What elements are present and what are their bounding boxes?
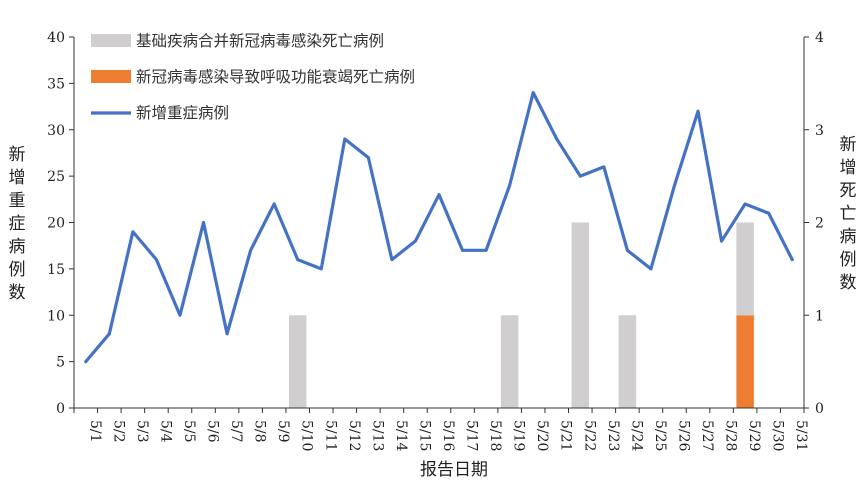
bar-layer	[288, 222, 754, 408]
line-point-5-7	[225, 332, 229, 336]
x-tick-label: 5/26	[675, 420, 691, 452]
line-point-5-24	[625, 248, 629, 252]
y-left-tick-label: 5	[56, 355, 65, 371]
line-point-5-26	[673, 184, 676, 187]
line-point-5-4	[155, 258, 158, 261]
line-point-5-28	[720, 239, 723, 243]
legend-label: 新增重症病例	[136, 104, 229, 122]
y-left-tick-label: 40	[47, 30, 65, 46]
y-left-tick-label: 30	[47, 123, 65, 139]
x-tick-label: 5/28	[723, 420, 739, 451]
line-point-5-11	[319, 267, 323, 271]
x-tick-label: 5/8	[252, 420, 268, 443]
line-point-5-19	[508, 184, 512, 187]
y-left-tick-label: 35	[47, 76, 65, 92]
line-point-5-6	[202, 221, 205, 224]
line-point-5-15	[414, 239, 417, 243]
x-tick-label: 5/20	[534, 420, 550, 451]
y-right-tick-label: 0	[815, 401, 824, 417]
y-left-tick-label: 10	[47, 308, 65, 324]
line-point-5-17	[461, 248, 464, 252]
x-tick-label: 5/17	[464, 420, 480, 451]
x-tick-label: 5/18	[487, 420, 503, 451]
line-point-5-5	[178, 313, 182, 317]
line-point-5-13	[366, 156, 370, 159]
x-tick-label: 5/19	[511, 420, 527, 451]
x-tick-label: 5/29	[746, 420, 762, 451]
bar-5-19-s0	[500, 315, 519, 408]
line-point-5-25	[649, 267, 653, 271]
line-point-5-10	[296, 258, 300, 261]
x-tick-label: 5/7	[228, 420, 244, 443]
line-point-5-16	[437, 193, 441, 197]
x-tick-label: 5/23	[605, 420, 621, 451]
line-point-5-9	[272, 202, 276, 206]
y-left-tick-label: 0	[56, 401, 65, 417]
line-point-5-30	[767, 211, 771, 215]
x-tick-label: 5/3	[134, 420, 150, 443]
x-tick-label: 5/14	[393, 420, 409, 452]
x-tick-label: 5/2	[110, 420, 126, 443]
line-point-5-14	[390, 258, 394, 261]
line-layer	[84, 91, 794, 364]
y-left-tick-label: 15	[47, 262, 65, 278]
y-right-axis-title: 新增死亡病例数	[840, 135, 857, 293]
x-tick-label: 5/4	[157, 420, 173, 443]
line-point-5-1	[84, 360, 88, 364]
axis-titles: 报告日期 新增重症病例数 新增死亡病例数	[9, 135, 857, 480]
x-tick-label: 5/24	[628, 420, 644, 452]
y-right-tick-label: 3	[815, 123, 824, 139]
legend-swatch-bar	[91, 34, 131, 47]
x-tick-label: 5/31	[793, 420, 809, 451]
line-point-5-8	[249, 248, 253, 252]
bar-5-29-s1	[736, 315, 754, 408]
line-point-5-31	[790, 258, 794, 261]
x-tick-label: 5/27	[699, 420, 715, 451]
x-tick-label: 5/12	[346, 420, 362, 451]
legend-swatch-bar	[91, 70, 131, 83]
line-point-5-12	[343, 137, 347, 141]
bar-5-10-s0	[288, 315, 307, 408]
legend-label: 基础疾病合并新冠病毒感染死亡病例	[136, 32, 384, 50]
line-point-5-29	[743, 202, 747, 206]
y-left-tick-label: 25	[47, 169, 65, 185]
line-point-5-22	[578, 174, 582, 178]
y-left-tick-label: 20	[47, 216, 65, 232]
x-tick-label: 5/13	[369, 420, 385, 451]
x-tick-label: 5/11	[322, 420, 338, 451]
legend-label: 新冠病毒感染导致呼吸功能衰竭死亡病例	[136, 68, 415, 86]
bar-5-29-s0	[736, 222, 754, 316]
x-tick-label: 5/22	[581, 420, 597, 451]
y-right-tick-label: 4	[815, 30, 824, 46]
bar-5-24-s0	[618, 315, 637, 408]
x-tick-label: 5/10	[299, 420, 315, 451]
axes-layer: 0 5 10 15 20 25 30 35 40 0 1 2 3 4 5/1 5/2 5/3 5/4 5/5 5/6 5…	[47, 30, 824, 452]
y-right-tick-label: 1	[815, 308, 824, 324]
x-tick-label: 5/5	[181, 420, 197, 443]
y-left-axis-title: 新增重症病例数	[9, 145, 26, 303]
x-tick-label: 5/1	[87, 420, 103, 443]
x-tick-label: 5/21	[558, 420, 574, 451]
y-right-tick-label: 2	[815, 216, 824, 232]
line-point-5-27	[696, 109, 700, 113]
x-tick-label: 5/9	[275, 420, 291, 443]
line-point-5-3	[131, 230, 135, 234]
x-tick-label: 5/6	[205, 420, 221, 443]
line-point-5-18	[484, 248, 488, 252]
x-tick-label: 5/30	[770, 420, 786, 451]
line-point-5-21	[555, 137, 559, 141]
line-point-5-2	[107, 332, 111, 336]
x-tick-label: 5/25	[652, 420, 668, 451]
line-series-severe-cases	[84, 91, 794, 364]
x-axis-title: 报告日期	[420, 460, 488, 480]
x-tick-label: 5/16	[440, 420, 456, 452]
line-point-5-20	[531, 91, 535, 95]
bar-5-22-s0	[571, 222, 590, 408]
line-point-5-23	[602, 165, 606, 169]
x-tick-label: 5/15	[416, 420, 432, 451]
